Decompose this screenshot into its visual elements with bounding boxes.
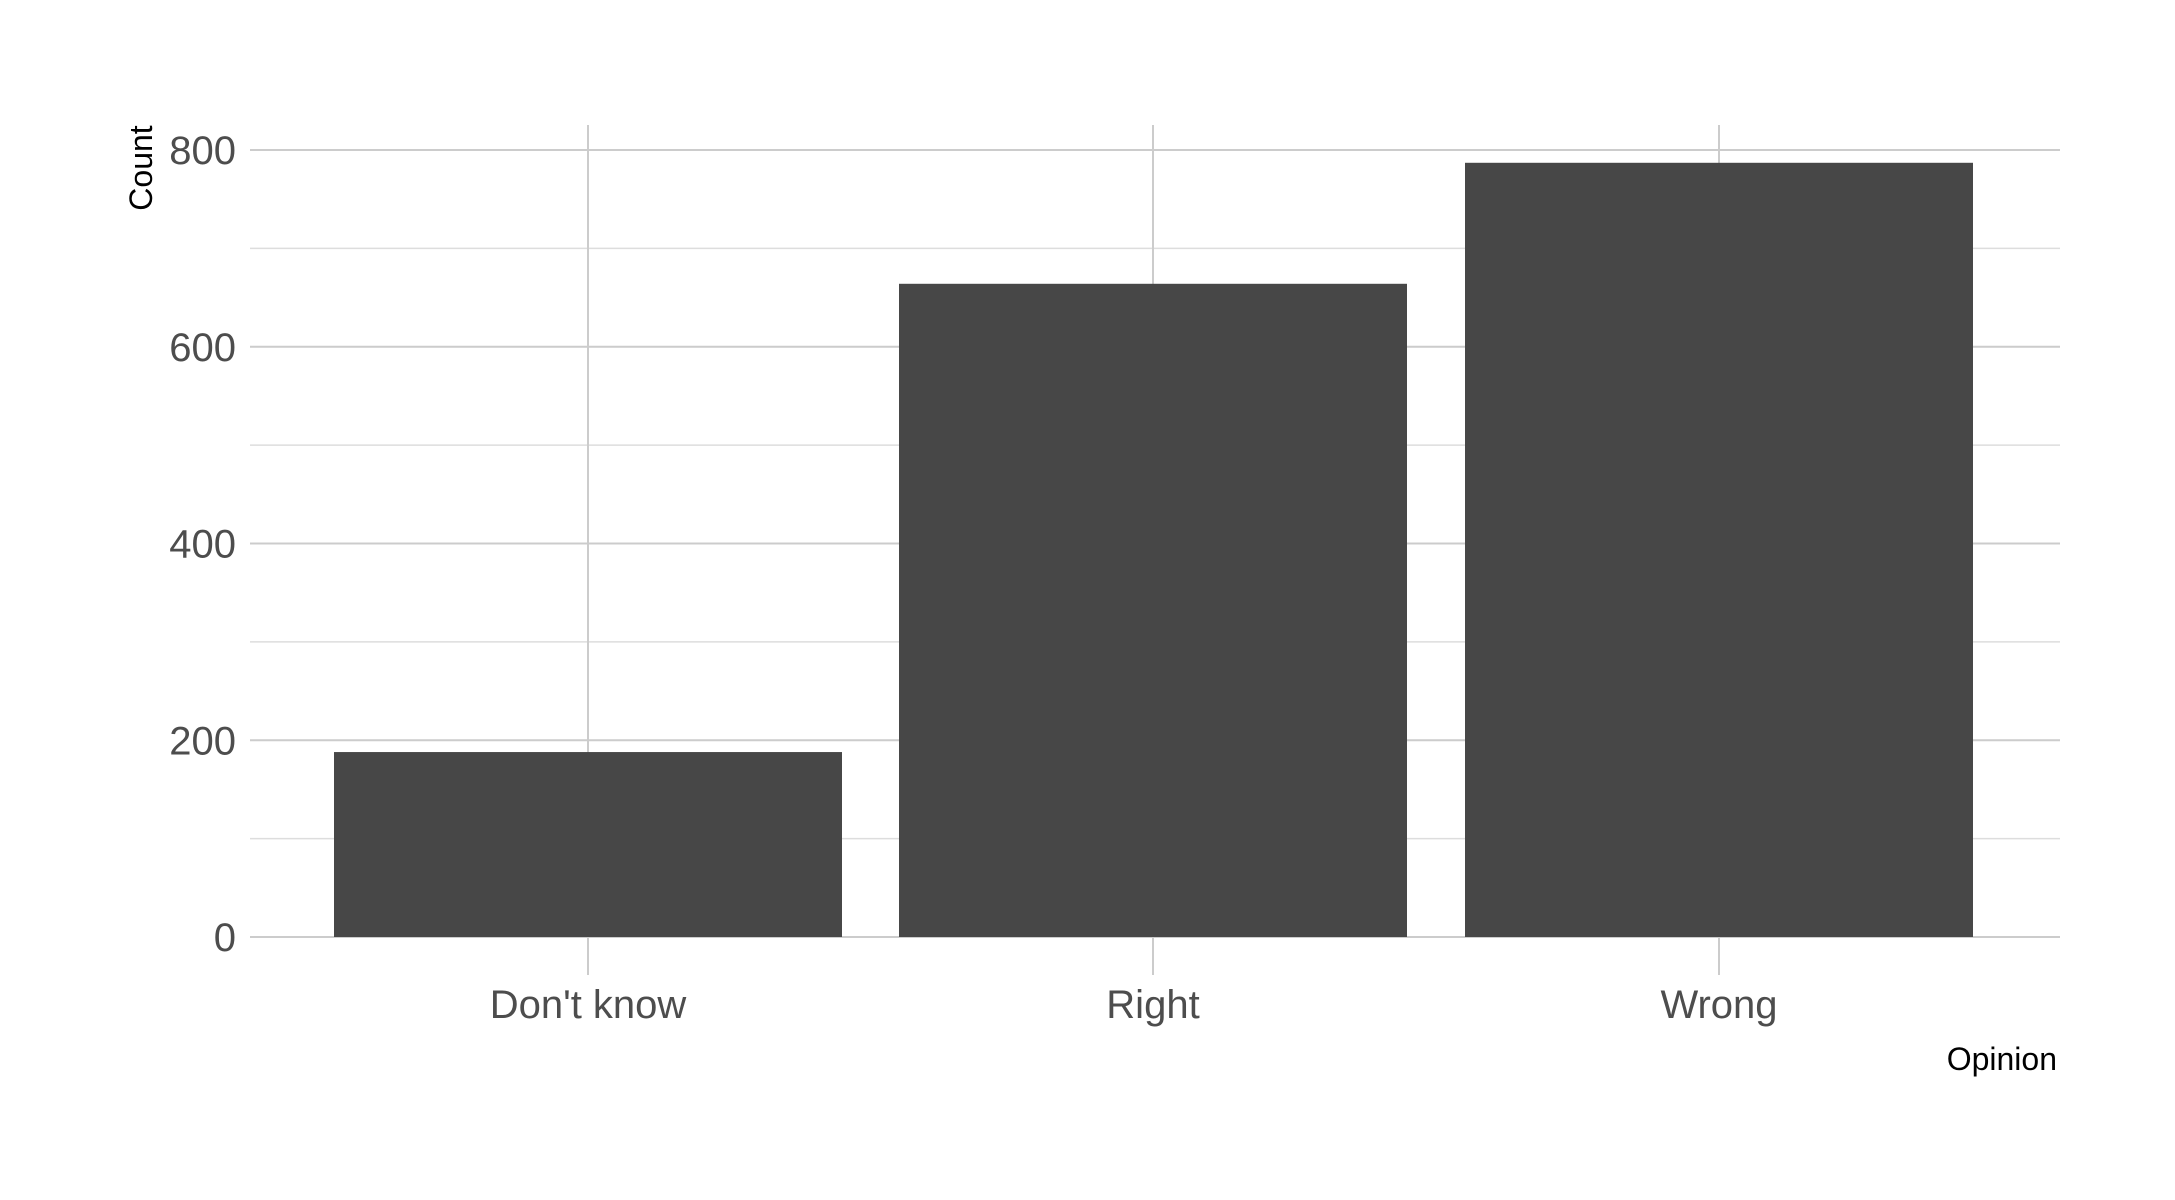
bar-right xyxy=(899,283,1407,937)
x-axis-title: Opinion xyxy=(1947,1041,2057,1077)
y-tick-label: 600 xyxy=(169,326,236,370)
y-tick-label: 200 xyxy=(169,719,236,763)
y-tick-label: 0 xyxy=(214,916,236,960)
bar-don-t-know xyxy=(334,752,842,937)
x-tick-label: Don't know xyxy=(490,983,687,1027)
y-tick-label: 800 xyxy=(169,129,236,173)
bar-wrong xyxy=(1465,162,1973,937)
y-tick-label: 400 xyxy=(169,523,236,567)
bars xyxy=(334,162,1973,937)
x-tick-labels: Don't know Right Wrong xyxy=(490,983,1778,1027)
x-tick-label: Wrong xyxy=(1660,983,1777,1027)
y-tick-labels: 0 200 400 600 800 xyxy=(169,129,236,960)
x-tick-label: Right xyxy=(1106,983,1199,1027)
y-axis-title: Count xyxy=(123,125,159,211)
